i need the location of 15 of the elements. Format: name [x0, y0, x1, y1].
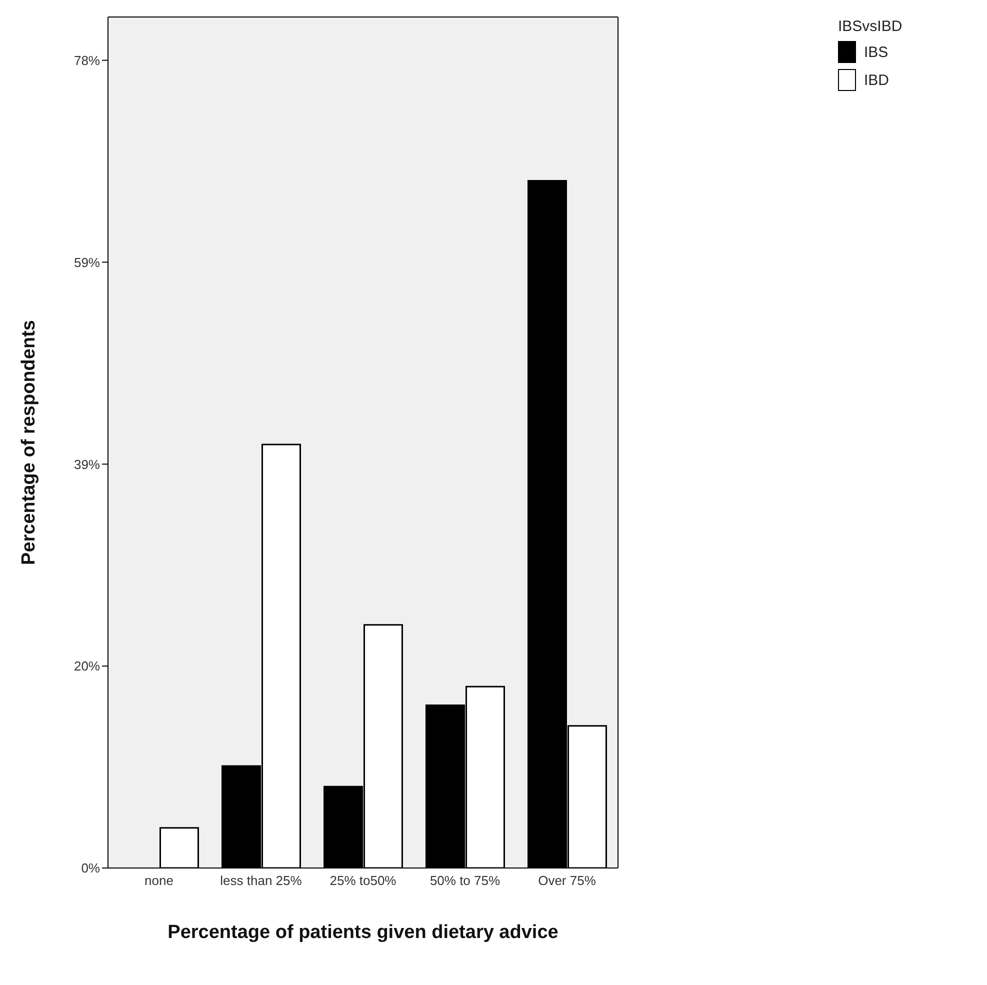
- x-tick-label: 25% to50%: [330, 873, 397, 888]
- legend-label: IBS: [864, 44, 888, 60]
- legend-label: IBD: [864, 72, 890, 88]
- x-tick-label: Over 75%: [538, 873, 596, 888]
- x-tick-label: less than 25%: [220, 873, 302, 888]
- x-tick-label: none: [144, 873, 174, 888]
- legend-title: IBSvsIBD: [838, 18, 904, 35]
- y-tick-label: 39%: [74, 456, 100, 472]
- y-tick-label: 0%: [81, 860, 100, 876]
- y-tick-label: 59%: [74, 254, 100, 270]
- x-axis-title: Percentage of patients given dietary advice: [168, 922, 558, 943]
- y-axis-title: Percentage of respondents: [18, 320, 40, 565]
- x-tick-label: 50% to 75%: [430, 873, 500, 888]
- y-tick-label: 20%: [74, 658, 100, 674]
- y-tick-label: 78%: [74, 52, 100, 68]
